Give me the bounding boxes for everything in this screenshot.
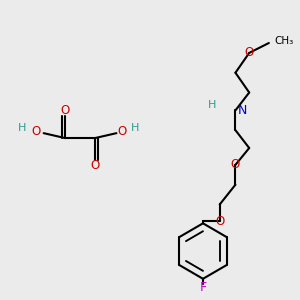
Text: F: F — [200, 281, 206, 294]
Text: N: N — [237, 104, 247, 117]
Text: H: H — [207, 100, 216, 110]
Text: O: O — [90, 159, 99, 172]
Text: O: O — [244, 46, 254, 59]
Text: O: O — [215, 215, 224, 228]
Text: O: O — [61, 104, 70, 117]
Text: O: O — [231, 158, 240, 171]
Text: O: O — [31, 125, 40, 138]
Text: CH₃: CH₃ — [275, 36, 294, 46]
Text: H: H — [131, 123, 140, 133]
Text: H: H — [18, 123, 26, 133]
Text: O: O — [118, 125, 127, 138]
